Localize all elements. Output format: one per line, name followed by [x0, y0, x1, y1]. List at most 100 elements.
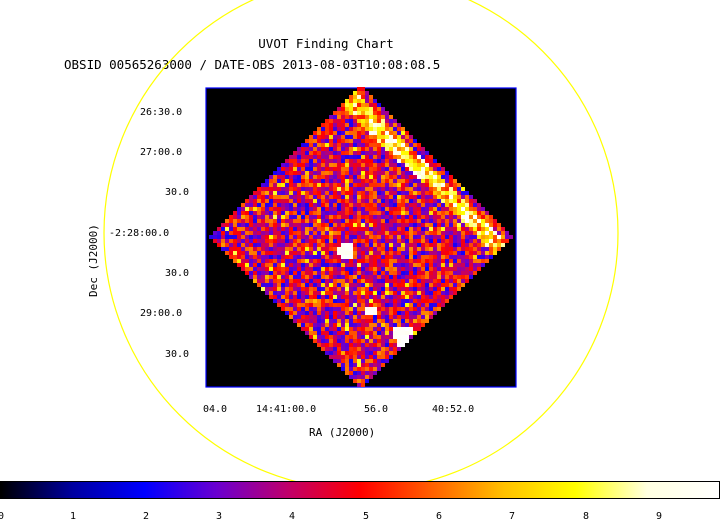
image-pixel: [393, 191, 397, 195]
image-pixel: [385, 219, 389, 223]
image-pixel: [353, 107, 357, 111]
image-pixel: [217, 227, 221, 231]
image-pixel: [421, 311, 425, 315]
image-pixel: [257, 187, 261, 191]
image-pixel: [389, 291, 393, 295]
image-pixel: [393, 175, 397, 179]
image-pixel: [321, 311, 325, 315]
image-pixel: [297, 227, 301, 231]
image-pixel: [449, 203, 453, 207]
image-pixel: [333, 147, 337, 151]
image-pixel: [445, 199, 449, 203]
image-pixel: [417, 211, 421, 215]
image-pixel: [329, 207, 333, 211]
image-pixel: [377, 363, 381, 367]
image-pixel: [289, 235, 293, 239]
image-pixel: [473, 223, 477, 227]
image-pixel: [469, 207, 473, 211]
image-pixel: [365, 211, 369, 215]
image-pixel: [441, 251, 445, 255]
image-pixel: [281, 303, 285, 307]
image-pixel: [269, 255, 273, 259]
image-pixel: [393, 203, 397, 207]
image-pixel: [349, 295, 353, 299]
image-pixel: [369, 143, 373, 147]
image-pixel: [377, 123, 381, 127]
image-pixel: [321, 271, 325, 275]
image-pixel: [281, 255, 285, 259]
image-pixel: [393, 287, 397, 291]
image-pixel: [365, 247, 369, 251]
image-pixel: [369, 239, 373, 243]
image-pixel: [265, 195, 269, 199]
image-pixel: [289, 291, 293, 295]
image-pixel: [309, 279, 313, 283]
image-pixel: [345, 219, 349, 223]
image-pixel: [345, 123, 349, 127]
image-pixel: [397, 223, 401, 227]
image-pixel: [317, 275, 321, 279]
image-pixel: [281, 195, 285, 199]
image-pixel: [405, 227, 409, 231]
image-pixel: [393, 311, 397, 315]
image-pixel: [357, 95, 361, 99]
image-pixel: [349, 355, 353, 359]
image-pixel: [393, 151, 397, 155]
image-pixel: [301, 167, 305, 171]
image-pixel: [325, 191, 329, 195]
image-pixel: [305, 195, 309, 199]
image-pixel: [273, 219, 277, 223]
image-pixel: [293, 247, 297, 251]
image-pixel: [353, 359, 357, 363]
image-pixel: [297, 299, 301, 303]
image-pixel: [361, 363, 365, 367]
image-pixel: [449, 239, 453, 243]
image-pixel: [349, 155, 353, 159]
image-pixel: [345, 195, 349, 199]
image-pixel: [337, 263, 341, 267]
image-pixel: [417, 323, 421, 327]
image-pixel: [289, 315, 293, 319]
image-pixel: [473, 227, 477, 231]
image-pixel: [289, 263, 293, 267]
image-pixel: [405, 259, 409, 263]
image-pixel: [409, 307, 413, 311]
image-pixel: [365, 179, 369, 183]
image-pixel: [345, 295, 349, 299]
image-pixel: [329, 299, 333, 303]
image-pixel: [337, 223, 341, 227]
image-pixel: [225, 219, 229, 223]
image-pixel: [301, 243, 305, 247]
image-pixel: [405, 319, 409, 323]
image-pixel: [253, 203, 257, 207]
image-pixel: [449, 247, 453, 251]
image-pixel: [273, 295, 277, 299]
image-pixel: [337, 307, 341, 311]
image-pixel: [429, 187, 433, 191]
image-pixel: [357, 267, 361, 271]
image-pixel: [393, 159, 397, 163]
image-pixel: [345, 199, 349, 203]
image-pixel: [445, 251, 449, 255]
image-pixel: [321, 127, 325, 131]
image-pixel: [337, 147, 341, 151]
image-pixel: [397, 187, 401, 191]
image-pixel: [457, 215, 461, 219]
image-pixel: [285, 203, 289, 207]
image-pixel: [249, 203, 253, 207]
image-pixel: [349, 311, 353, 315]
image-pixel: [365, 359, 369, 363]
image-pixel: [329, 211, 333, 215]
image-pixel: [337, 303, 341, 307]
image-pixel: [349, 227, 353, 231]
image-pixel: [485, 223, 489, 227]
image-pixel: [365, 367, 369, 371]
image-pixel: [469, 223, 473, 227]
image-pixel: [361, 243, 365, 247]
image-pixel: [385, 179, 389, 183]
image-pixel: [353, 207, 357, 211]
image-pixel: [217, 235, 221, 239]
image-pixel: [261, 223, 265, 227]
image-pixel: [445, 223, 449, 227]
image-pixel: [265, 231, 269, 235]
